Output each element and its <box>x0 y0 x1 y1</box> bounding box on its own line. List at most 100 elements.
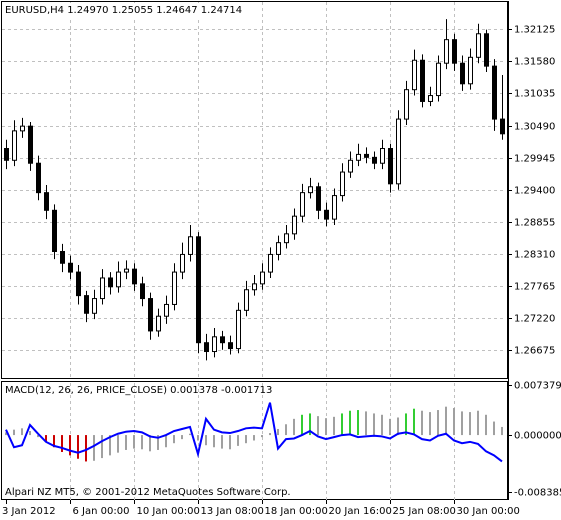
signal-line <box>5 402 503 463</box>
chart-title: EURUSD,H4 1.24970 1.25055 1.24647 1.2471… <box>5 5 242 16</box>
macd-bar <box>301 414 303 436</box>
candle-body <box>492 65 497 120</box>
candle-body <box>12 130 17 161</box>
x-tick-label: 20 Jan 16:00 <box>329 506 392 517</box>
y-tick-label: 1.26675 <box>514 346 555 357</box>
macd-bar <box>69 435 71 456</box>
macd-bar <box>197 435 199 441</box>
candle-body <box>92 298 97 314</box>
macd-bar <box>405 413 407 436</box>
macd-bar <box>125 435 127 450</box>
candle-body <box>60 250 65 264</box>
macd-bar <box>373 413 375 436</box>
candle-body <box>484 33 489 67</box>
candle-body <box>220 336 225 344</box>
candle-body <box>388 148 393 185</box>
candle-body <box>204 342 209 353</box>
candle-body <box>332 195 337 220</box>
macd-bar <box>229 435 231 450</box>
candle-body <box>180 253 185 273</box>
macd-bar <box>37 435 39 438</box>
candle-body <box>44 192 49 211</box>
copyright: Alpari NZ MT5, © 2001-2012 MetaQuotes So… <box>5 487 291 498</box>
candle-body <box>292 215 297 235</box>
macd-bar <box>277 428 279 436</box>
candle-body <box>404 89 409 120</box>
x-tick-label: 3 Jan 2012 <box>2 506 56 517</box>
macd-bar <box>445 406 447 436</box>
candle-body <box>212 336 217 353</box>
candle-body <box>476 33 481 58</box>
candle-body <box>116 271 121 288</box>
macd-bar <box>317 416 319 436</box>
macd-bar <box>61 435 63 452</box>
macd-title: MACD(12, 26, 26, PRICE_CLOSE) 0.001378 -… <box>5 385 272 396</box>
candle-body <box>140 283 145 300</box>
candle-body <box>148 298 153 332</box>
candle-body <box>76 271 81 297</box>
y-tick-label: 0.007379 <box>514 381 561 392</box>
candle-body <box>4 148 9 161</box>
macd-bar <box>485 414 487 436</box>
macd-bar <box>205 435 207 446</box>
candle-body <box>500 118 505 135</box>
candle-body <box>196 236 201 344</box>
macd-bar <box>29 431 31 436</box>
candle-body <box>156 315 161 332</box>
candle-body <box>20 125 25 132</box>
candle-body <box>460 62 465 85</box>
macd-bar <box>53 435 55 448</box>
macd-bar <box>245 435 247 444</box>
y-tick-label: 1.27220 <box>514 314 555 325</box>
candle-body <box>356 153 361 161</box>
candle-body <box>468 56 473 85</box>
macd-bar <box>437 410 439 436</box>
macd-bar <box>253 435 255 441</box>
macd-bar <box>237 435 239 446</box>
candle-body <box>84 295 89 314</box>
macd-bar <box>469 412 471 436</box>
macd-bar <box>309 413 311 436</box>
candle-body <box>284 233 289 244</box>
title-bg <box>3 3 248 17</box>
candle-body <box>188 236 193 255</box>
macd-bar <box>381 414 383 436</box>
macd-bar <box>109 435 111 456</box>
y-tick-label: -0.008385 <box>514 488 561 499</box>
candle-body <box>436 62 441 97</box>
macd-bar <box>413 408 415 436</box>
x-tick-label: 13 Jan 08:00 <box>201 506 264 517</box>
macd-bar <box>493 421 495 436</box>
y-tick-label: 1.32125 <box>514 25 555 36</box>
marks <box>4 19 505 463</box>
candle-body <box>364 153 369 158</box>
candle-body <box>28 125 33 164</box>
macd-bar <box>13 429 15 436</box>
macd-bar <box>181 435 183 440</box>
macd-bar <box>421 410 423 436</box>
macd-bar <box>101 435 103 459</box>
candle-body <box>100 277 105 300</box>
macd-bar <box>365 411 367 436</box>
candle-body <box>36 162 41 194</box>
macd-bar <box>453 408 455 436</box>
x-tick-label: 25 Jan 08:00 <box>393 506 456 517</box>
candle-body <box>452 39 457 64</box>
candle-body <box>444 39 449 64</box>
candle-body <box>380 148 385 164</box>
candle-body <box>236 309 241 350</box>
candle-body <box>324 209 329 220</box>
macd-bar <box>349 410 351 436</box>
macd-bar <box>269 433 271 436</box>
candle-body <box>348 159 353 173</box>
y-tick-label: 1.28310 <box>514 250 555 261</box>
macd-bar <box>133 435 135 449</box>
candle-body <box>308 186 313 194</box>
macd-bar <box>189 433 191 436</box>
macd-bar <box>149 435 151 452</box>
macd-bar <box>221 435 223 449</box>
candle-body <box>228 342 233 350</box>
macd-bar <box>141 435 143 450</box>
macd-bar <box>165 435 167 448</box>
